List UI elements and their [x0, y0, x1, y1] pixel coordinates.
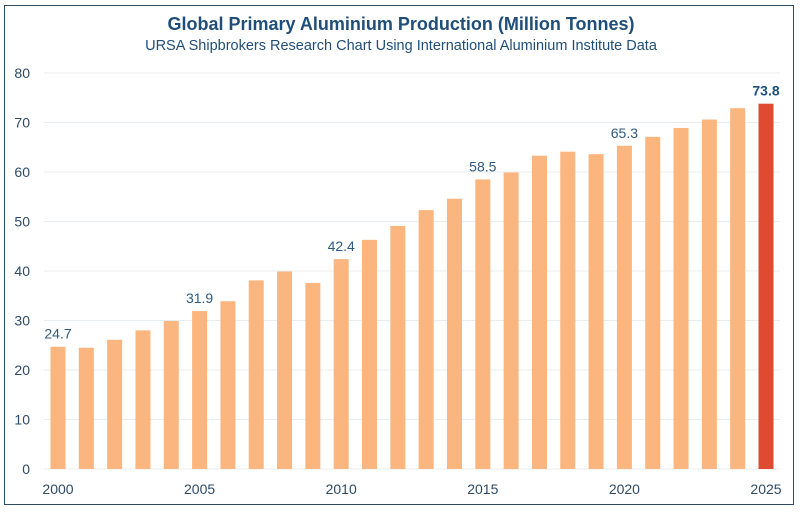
bar-2007 [248, 280, 264, 469]
x-tick-label: 2025 [750, 481, 781, 497]
bar-2017 [531, 155, 547, 470]
bar-2012 [390, 225, 406, 469]
bar-2021 [645, 136, 661, 470]
bar-2022 [673, 127, 689, 469]
bar-2001 [78, 347, 94, 469]
x-tick-label: 2005 [184, 481, 215, 497]
chart-title: Global Primary Aluminium Production (Mil… [167, 14, 635, 34]
bar-2020 [616, 145, 632, 469]
bar-2004 [163, 320, 179, 469]
bar-2010 [333, 259, 349, 469]
bar-2018 [560, 151, 576, 469]
chart-subtitle: URSA Shipbrokers Research Chart Using In… [145, 38, 657, 54]
bar-2011 [362, 239, 378, 469]
bar-2008 [277, 271, 293, 469]
bar-2023 [701, 119, 717, 469]
y-tick-label: 80 [14, 65, 30, 81]
bar-2015 [475, 179, 491, 470]
y-tick-label: 70 [14, 115, 30, 131]
bar-2019 [588, 154, 604, 469]
data-label-2010: 42.4 [328, 238, 355, 254]
y-tick-label: 30 [14, 313, 30, 329]
bar-2005 [192, 311, 208, 469]
bar-2006 [220, 301, 236, 469]
bar-2013 [418, 210, 434, 470]
data-label-2000: 24.7 [44, 326, 71, 342]
y-tick-label: 60 [14, 164, 30, 180]
bar-2003 [135, 330, 151, 469]
y-tick-label: 10 [14, 412, 30, 428]
y-tick-label: 20 [14, 362, 30, 378]
bar-2025 [758, 103, 774, 469]
x-tick-label: 2000 [42, 481, 73, 497]
x-tick-label: 2015 [467, 481, 498, 497]
bar-2000 [50, 346, 66, 469]
data-label-2015: 58.5 [469, 158, 496, 174]
data-label-2005: 31.9 [186, 290, 213, 306]
x-tick-label: 2010 [326, 481, 357, 497]
bar-2016 [503, 172, 519, 469]
data-label-2025: 73.8 [752, 83, 779, 99]
y-tick-label: 40 [14, 263, 30, 279]
y-tick-label: 0 [22, 461, 30, 477]
x-tick-label: 2020 [609, 481, 640, 497]
bar-2002 [107, 339, 123, 469]
y-tick-label: 50 [14, 214, 30, 230]
bar-2014 [446, 198, 462, 470]
bar-2009 [305, 282, 321, 469]
bar-2024 [730, 108, 746, 470]
data-label-2020: 65.3 [611, 125, 638, 141]
